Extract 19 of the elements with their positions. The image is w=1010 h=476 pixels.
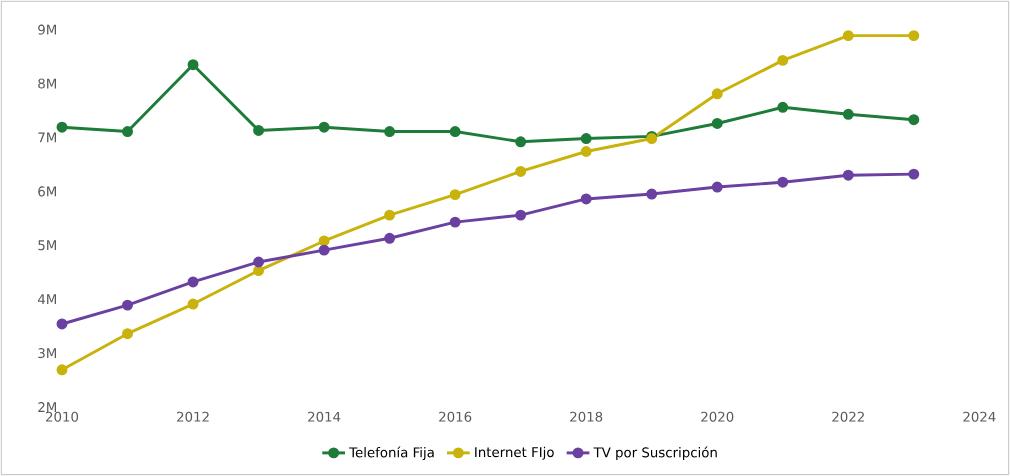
y-tick-label: 7M xyxy=(38,132,56,143)
x-tick-label: 2010 xyxy=(46,411,79,422)
legend-label: Telefonía Fija xyxy=(349,446,434,461)
y-tick-label: 5M xyxy=(38,240,56,251)
x-tick-label: 2016 xyxy=(439,411,472,422)
y-tick-label: 9M xyxy=(38,24,56,35)
y-tick-label: 6M xyxy=(38,186,56,197)
y-tick-label: 2M xyxy=(38,402,56,412)
x-tick-label: 2024 xyxy=(963,411,996,422)
x-tick-label: 2022 xyxy=(832,411,864,422)
x-tick-label: 2012 xyxy=(177,411,209,422)
x-tick-label: 2014 xyxy=(308,411,341,422)
x-tick-label: 2020 xyxy=(701,411,734,422)
legend-label: Internet FIjo xyxy=(475,446,554,460)
x-tick-label: 2018 xyxy=(570,411,603,422)
legend-label: TV por Suscripción xyxy=(593,446,717,461)
y-tick-label: 3M xyxy=(38,348,56,359)
y-tick-label: 8M xyxy=(38,78,56,89)
y-tick-label: 4M xyxy=(37,294,56,305)
